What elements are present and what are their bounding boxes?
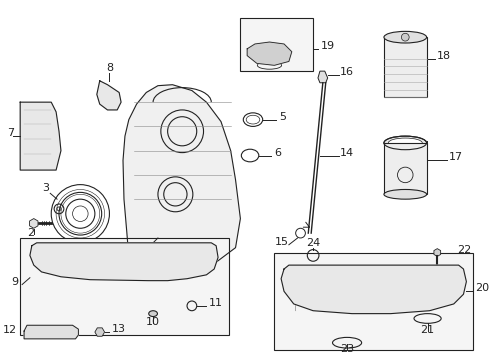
Text: 15: 15 <box>275 237 289 247</box>
Text: 20: 20 <box>475 283 489 293</box>
Bar <box>384 143 427 194</box>
Polygon shape <box>20 102 61 170</box>
Text: 18: 18 <box>437 50 451 60</box>
Text: 23: 23 <box>340 345 354 355</box>
Text: 10: 10 <box>146 317 160 327</box>
Polygon shape <box>281 265 466 314</box>
Ellipse shape <box>384 189 427 199</box>
Bar <box>274 252 473 350</box>
Polygon shape <box>29 219 38 228</box>
Text: 24: 24 <box>306 238 320 248</box>
Bar <box>241 18 313 71</box>
Circle shape <box>401 33 409 41</box>
Text: 9: 9 <box>11 276 18 287</box>
Text: 11: 11 <box>208 298 222 308</box>
Text: 1: 1 <box>75 247 82 256</box>
Polygon shape <box>97 81 121 110</box>
Bar <box>384 37 427 97</box>
Ellipse shape <box>149 311 157 316</box>
Text: 6: 6 <box>274 148 281 158</box>
Text: 2: 2 <box>27 228 34 238</box>
Text: 21: 21 <box>420 325 435 335</box>
Polygon shape <box>318 71 328 83</box>
Text: 4: 4 <box>143 243 150 253</box>
Text: 12: 12 <box>3 325 17 335</box>
Ellipse shape <box>388 138 422 148</box>
Ellipse shape <box>384 136 427 150</box>
Bar <box>20 238 229 335</box>
Text: 22: 22 <box>457 244 471 255</box>
Text: 7: 7 <box>7 128 14 138</box>
Text: 14: 14 <box>340 148 354 158</box>
Polygon shape <box>247 42 292 65</box>
Polygon shape <box>434 249 441 256</box>
Text: 19: 19 <box>321 41 335 51</box>
Text: 5: 5 <box>279 112 286 122</box>
Text: 16: 16 <box>340 67 354 77</box>
Text: 17: 17 <box>449 152 463 162</box>
Text: 3: 3 <box>42 183 49 193</box>
Polygon shape <box>30 243 218 281</box>
Polygon shape <box>24 325 78 339</box>
Text: 8: 8 <box>106 63 113 73</box>
Polygon shape <box>123 85 241 262</box>
Ellipse shape <box>384 31 427 43</box>
Text: 13: 13 <box>111 324 125 334</box>
Polygon shape <box>95 328 104 336</box>
